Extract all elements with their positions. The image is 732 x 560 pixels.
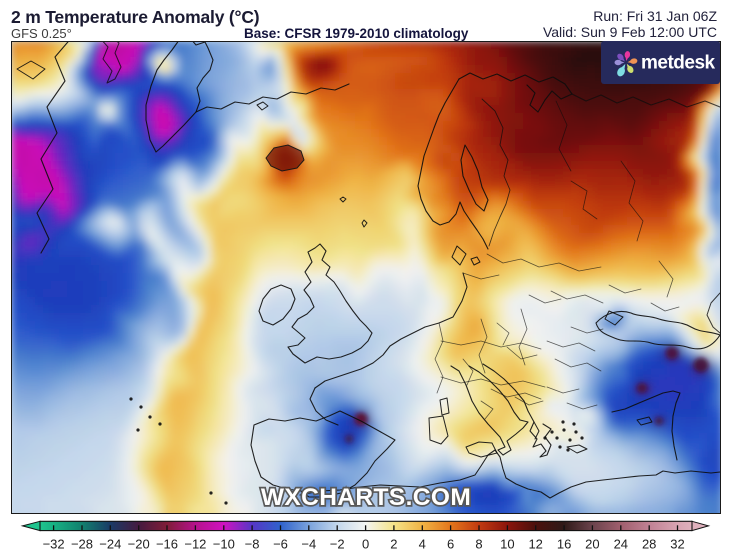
svg-text:−6: −6 — [273, 537, 288, 552]
svg-text:8: 8 — [475, 537, 482, 552]
svg-text:−28: −28 — [71, 537, 93, 552]
svg-text:2: 2 — [390, 537, 397, 552]
svg-text:16: 16 — [557, 537, 571, 552]
svg-text:12: 12 — [528, 537, 542, 552]
svg-text:−20: −20 — [128, 537, 150, 552]
svg-text:metdesk: metdesk — [641, 53, 716, 74]
svg-text:−8: −8 — [245, 537, 260, 552]
svg-text:−24: −24 — [99, 537, 121, 552]
svg-text:−16: −16 — [156, 537, 178, 552]
svg-text:−2: −2 — [330, 537, 345, 552]
svg-text:4: 4 — [419, 537, 426, 552]
svg-text:−10: −10 — [213, 537, 235, 552]
svg-text:−12: −12 — [184, 537, 206, 552]
svg-text:6: 6 — [447, 537, 454, 552]
svg-text:0: 0 — [362, 537, 369, 552]
svg-text:24: 24 — [614, 537, 628, 552]
svg-text:−4: −4 — [301, 537, 316, 552]
svg-text:32: 32 — [670, 537, 684, 552]
svg-text:10: 10 — [500, 537, 514, 552]
svg-text:−32: −32 — [43, 537, 65, 552]
svg-text:20: 20 — [585, 537, 599, 552]
svg-text:28: 28 — [642, 537, 656, 552]
